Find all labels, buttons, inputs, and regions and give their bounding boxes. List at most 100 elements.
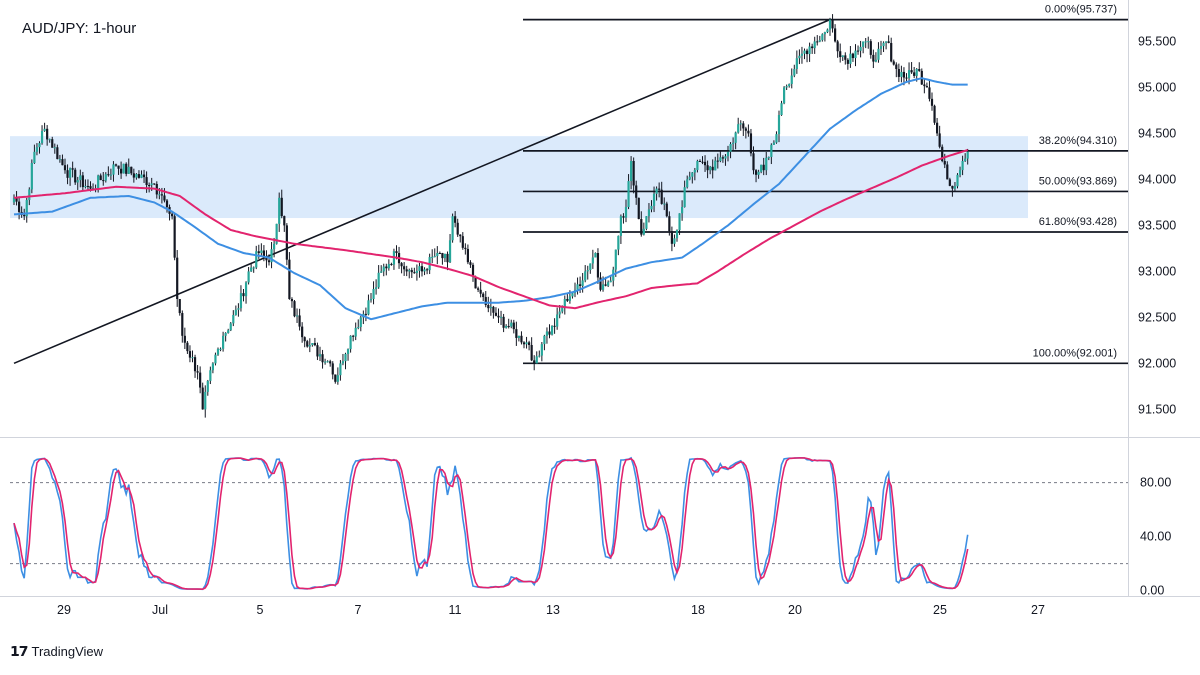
candle-body — [278, 197, 281, 224]
candle-body — [433, 256, 436, 258]
candle-body — [520, 335, 523, 343]
candle-body — [933, 105, 936, 123]
candle-body — [627, 181, 630, 207]
candle-body — [120, 168, 123, 174]
fib-level-label: 61.80%(93.428) — [1039, 216, 1117, 228]
time-tick-label: 7 — [355, 603, 362, 617]
candle-body — [247, 271, 250, 283]
candle-body — [204, 391, 207, 410]
candle-body — [336, 375, 339, 382]
candle-body — [81, 175, 84, 188]
candle-body — [469, 262, 472, 265]
candle-body — [56, 147, 59, 160]
candle-body — [502, 316, 505, 328]
price-pane[interactable]: 0.00%(95.737) 38.20%(94.310) 50.00%(93.869… — [10, 4, 1176, 418]
candle-body — [510, 322, 513, 327]
candle-body — [301, 326, 304, 338]
candle-body — [772, 142, 775, 145]
price-tick-label: 92.500 — [1138, 310, 1176, 324]
candle-body — [331, 363, 334, 375]
candle-body — [369, 299, 373, 301]
candle-body — [652, 193, 656, 206]
candle-body — [313, 343, 316, 346]
candle-body — [431, 257, 434, 259]
candle-body — [846, 59, 849, 64]
candle-body — [693, 169, 696, 173]
candle-body — [114, 164, 118, 166]
candle-body — [173, 216, 176, 258]
candle-body — [290, 299, 294, 302]
candle-body — [244, 282, 248, 297]
price-axis[interactable]: 95.500 95.000 94.500 94.000 93.500 93.000 92.5… — [1138, 34, 1176, 416]
candle-body — [352, 335, 355, 337]
candle-body — [642, 228, 645, 235]
candle-body — [849, 53, 852, 64]
candle-body — [938, 133, 941, 147]
candle-body — [334, 374, 337, 382]
candle-body — [831, 19, 834, 29]
candlestick-series — [12, 14, 969, 418]
price-tick-label: 94.000 — [1138, 172, 1176, 186]
stochastic-tick-label: 80.00 — [1140, 476, 1171, 490]
candle-body — [645, 216, 648, 229]
candle-body — [262, 250, 265, 257]
candle-body — [701, 161, 704, 163]
candle-body — [617, 235, 620, 250]
tradingview-brand[interactable]: 𝟭𝟳 TradingView — [10, 643, 103, 660]
candle-body — [482, 293, 485, 298]
candle-body — [887, 41, 890, 43]
candle-body — [395, 251, 398, 253]
candle-body — [364, 313, 367, 315]
candle-body — [622, 216, 625, 218]
candle-body — [897, 69, 900, 77]
candle-body — [841, 55, 844, 58]
candle-body — [905, 77, 908, 79]
candle-body — [107, 174, 110, 176]
fib-level-label: 100.00%(92.001) — [1033, 347, 1117, 359]
candle-body — [601, 284, 605, 290]
candle-body — [438, 253, 441, 254]
candle-body — [63, 165, 67, 171]
candle-body — [571, 293, 574, 297]
candle-body — [25, 200, 28, 217]
candle-body — [856, 50, 860, 52]
candle-body — [737, 124, 740, 133]
candle-body — [176, 257, 179, 299]
candle-body — [53, 147, 56, 149]
chart-title: AUD/JPY: 1-hour — [22, 20, 136, 37]
candle-body — [823, 32, 826, 35]
candle-body — [420, 266, 424, 272]
candle-body — [318, 354, 322, 357]
candle-body — [793, 69, 796, 76]
candle-body — [125, 163, 128, 174]
candle-body — [459, 234, 462, 237]
candle-body — [466, 248, 469, 263]
candle-body — [298, 315, 301, 327]
time-axis[interactable]: 29 Jul 5 7 11 13 18 20 25 27 — [57, 603, 1045, 617]
candle-body — [851, 53, 855, 59]
candle-body — [382, 266, 385, 272]
candle-body — [86, 185, 90, 187]
candle-body — [619, 216, 622, 236]
candle-body — [719, 157, 722, 161]
candle-body — [956, 174, 959, 187]
candle-body — [624, 207, 628, 218]
rising-trendline — [13, 18, 831, 365]
time-tick-label: 29 — [57, 603, 71, 617]
candle-body — [35, 147, 39, 152]
candle-body — [227, 330, 230, 334]
candle-body — [135, 174, 138, 178]
candle-body — [709, 166, 712, 171]
candle-body — [255, 251, 258, 268]
candle-body — [686, 179, 689, 188]
candle-body — [140, 174, 143, 178]
stochastic-pane[interactable]: 80.00 40.00 0.00 — [10, 456, 1171, 598]
candle-body — [553, 325, 556, 327]
candle-body — [283, 216, 286, 226]
candle-body — [209, 370, 212, 381]
candle-body — [734, 132, 737, 143]
candle-body — [267, 260, 271, 263]
stochastic-axis[interactable]: 80.00 40.00 0.00 — [1140, 476, 1171, 598]
candle-body — [579, 284, 582, 286]
